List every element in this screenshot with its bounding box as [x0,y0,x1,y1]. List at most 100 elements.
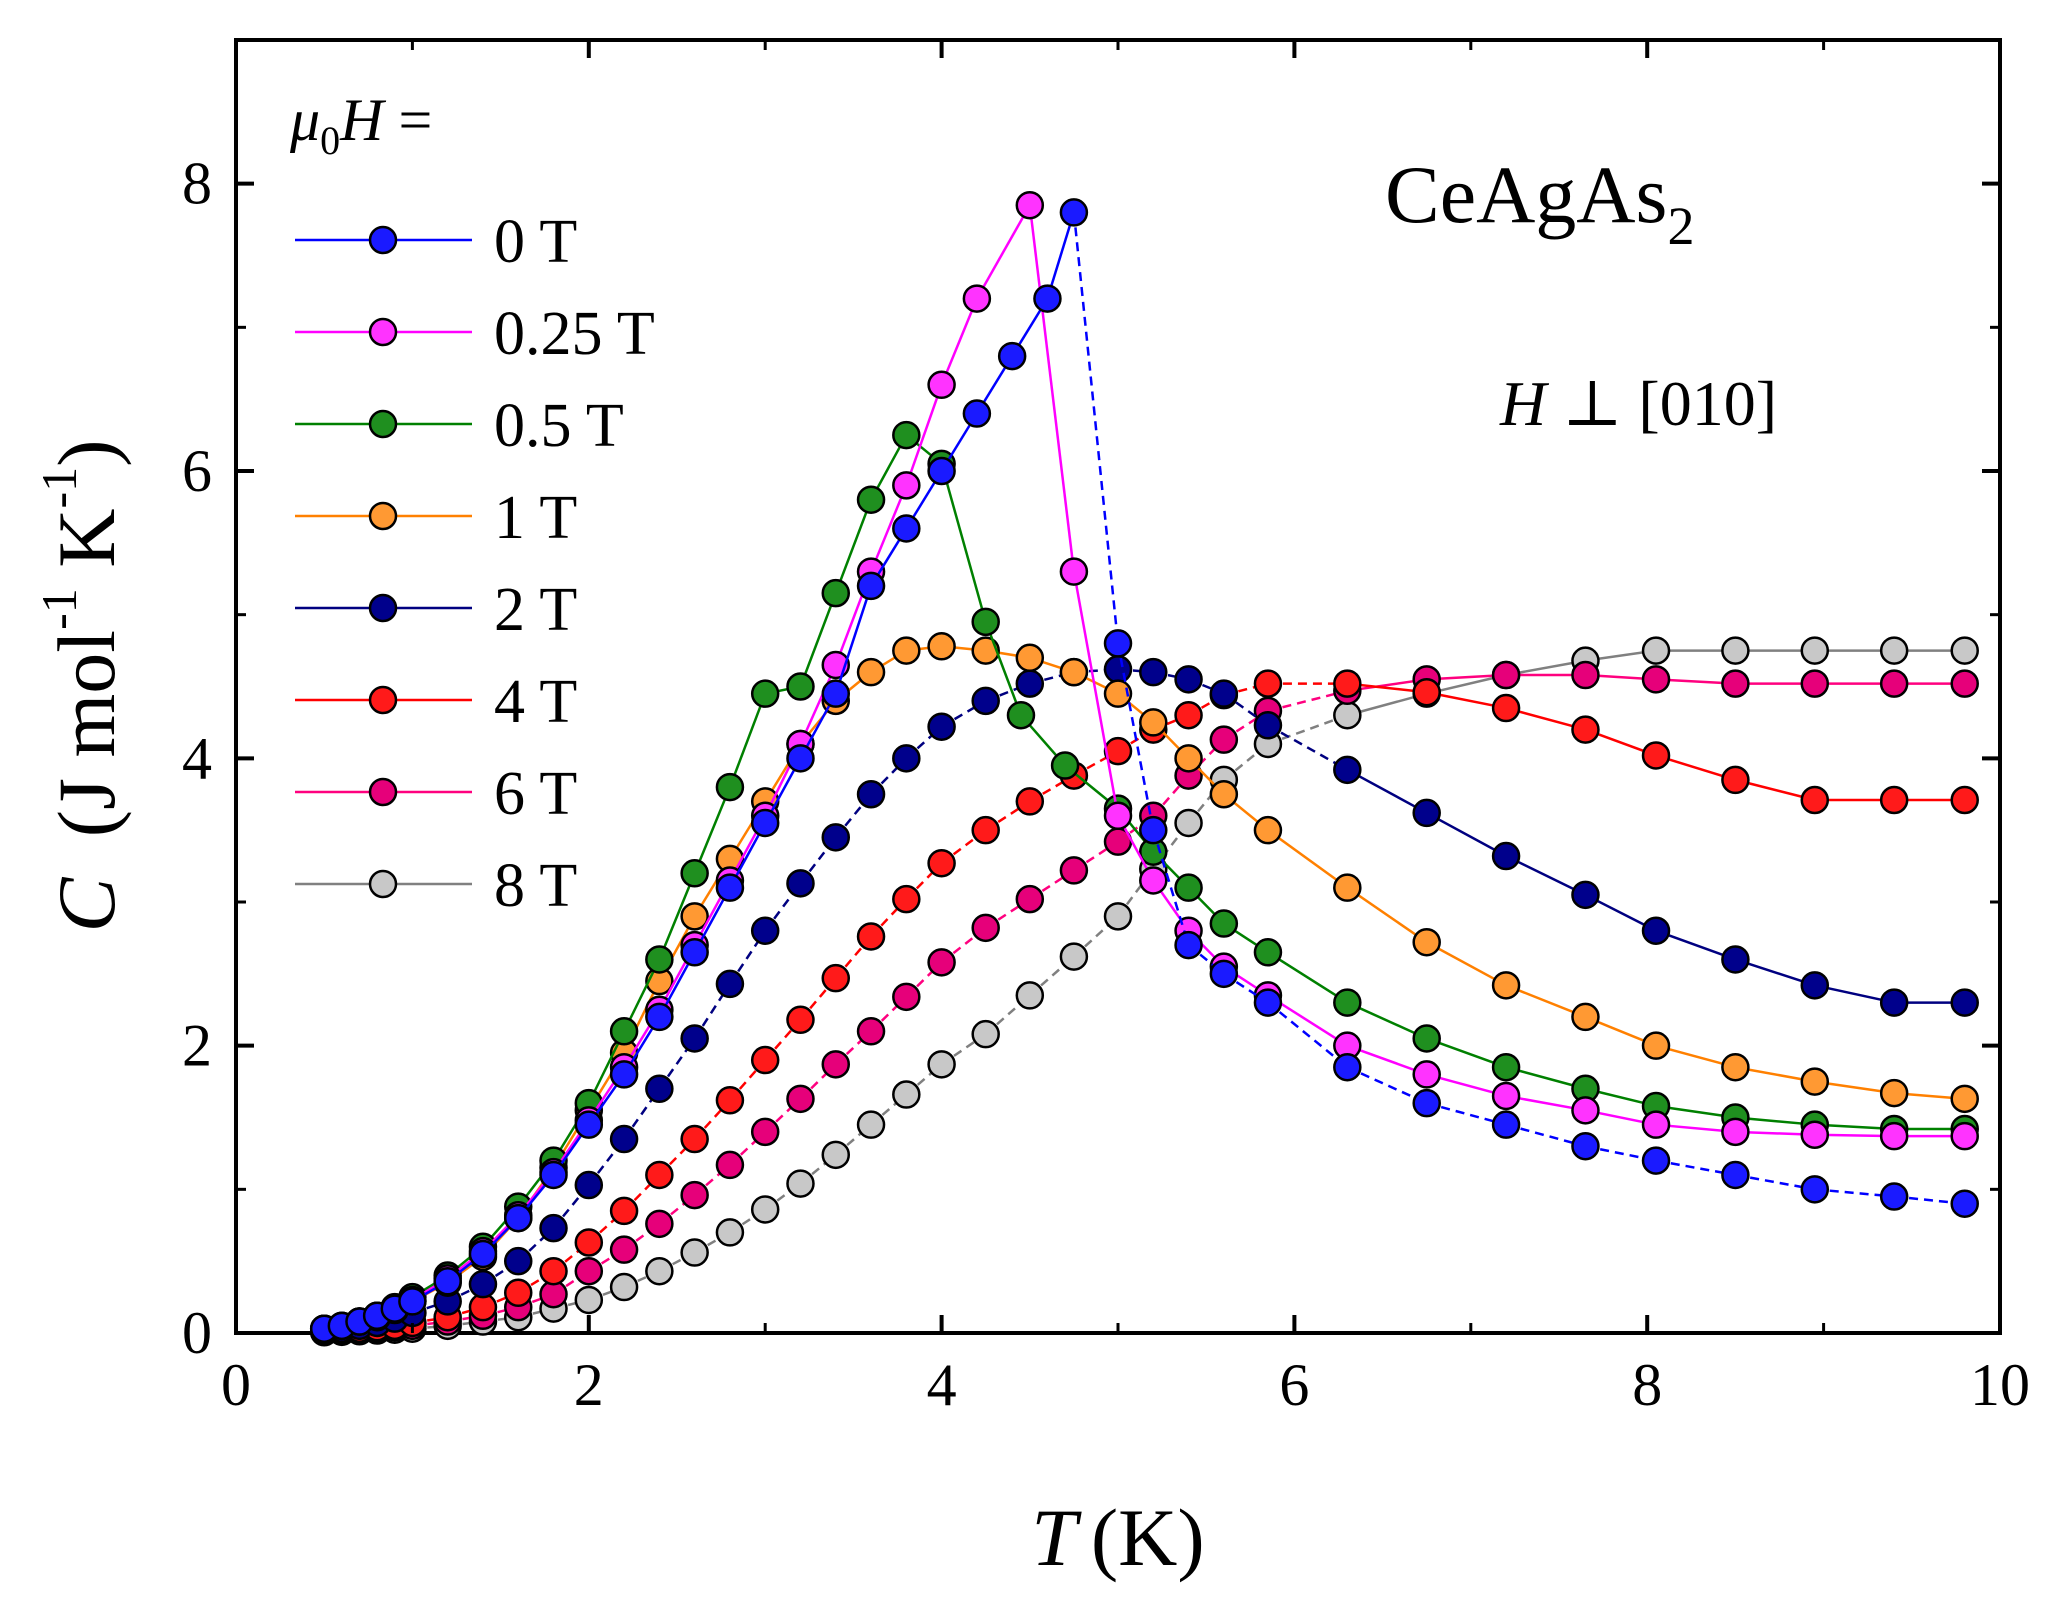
data-point [971,1019,1000,1049]
data-point [609,1272,639,1302]
data-point [1333,700,1362,730]
y-axis-label: C (J mol-1 K-1) [31,440,131,933]
series-line-segment [1152,829,1190,946]
data-point [927,370,956,400]
data-point [503,1246,533,1276]
data-point [1641,1146,1671,1175]
data-point [1209,725,1239,754]
data-point [1103,902,1133,931]
data-point [1879,636,1909,665]
data-point [680,938,709,967]
data-point [680,902,709,931]
data-point [1015,884,1045,914]
data-point [1412,677,1441,707]
data-point [856,780,886,809]
data-point [539,1213,568,1243]
data-point [1174,873,1203,902]
data-point [821,679,851,708]
data-point [856,922,886,951]
data-point [645,1209,674,1239]
legend-label: 0 T [494,208,577,276]
data-point [1333,755,1362,785]
data-point [1059,198,1089,227]
data-point [971,913,1000,943]
data-point [1209,780,1239,809]
data-point [1253,711,1283,740]
data-point [892,420,921,450]
series-line-segment [658,872,696,960]
legend: μ0H = 0 T 0.25 T 0.5 T 1 T 2 T 4 T 6 T 8 T [289,87,655,920]
series-line-segment [1116,643,1155,831]
data-point [715,1150,745,1180]
series-line-segment [728,693,767,788]
data-point [821,823,851,852]
x-tick-label: 8 [1632,1352,1662,1418]
data-point [1412,1024,1441,1053]
legend-label: 8 T [494,852,577,920]
series-layer [309,190,1979,1347]
y-tick-label: 6 [182,438,212,504]
legend-title: μ0H = [289,87,432,163]
data-point [786,1169,815,1198]
x-tick-label: 4 [927,1352,957,1418]
data-point [1491,841,1521,871]
x-tick-label: 0 [221,1352,251,1418]
data-point [1059,856,1089,885]
series-line-segment [799,592,837,687]
data-point [1015,643,1045,673]
data-point [609,1124,639,1154]
data-point [786,869,815,898]
y-tick-label: 8 [182,151,212,217]
data-point [574,1170,604,1200]
series-line-segment [1072,212,1120,644]
data-point [1174,808,1203,838]
data-point [1015,190,1045,220]
data-point [1103,679,1133,708]
data-point [821,1140,851,1170]
data-point [892,636,921,665]
data-point [750,1045,780,1075]
legend-marker [368,501,398,531]
legend-marker [368,225,398,255]
data-point [574,1228,604,1257]
data-point [1571,715,1600,744]
data-point [1950,1084,1979,1114]
data-point [962,399,992,428]
legend-item: 0.25 T [295,300,655,368]
data-point [1174,744,1203,773]
legend-item: 0.5 T [295,392,624,460]
data-point [1950,636,1979,665]
data-point [1015,787,1045,816]
data-point [971,607,1000,637]
data-point [750,679,780,708]
series-line-segment [975,204,1031,300]
legend-label: 1 T [494,484,577,552]
data-point [1059,557,1089,586]
data-point [1103,629,1133,658]
data-point [1571,1002,1600,1032]
data-point [1059,942,1089,971]
series-line-segment [984,621,1023,716]
data-point [821,1050,851,1079]
data-point [750,1195,780,1224]
compound-label: CeAgAs2 [1385,149,1694,256]
series-line-segment [834,499,873,594]
legend-item: 8 T [295,852,577,920]
data-point [574,1285,604,1315]
data-point [539,1160,568,1190]
data-point [1139,657,1168,687]
data-point [1491,693,1521,723]
data-point [1800,669,1830,698]
data-point [1015,669,1045,698]
data-point [1209,959,1239,989]
legend-marker [368,777,398,807]
data-point [892,982,921,1012]
data-point [1721,636,1750,665]
legend-marker [368,593,398,623]
data-point [1333,669,1362,698]
data-point [786,672,815,701]
data-point [1950,1121,1979,1151]
data-point [1491,971,1521,1000]
data-point [715,1218,745,1247]
